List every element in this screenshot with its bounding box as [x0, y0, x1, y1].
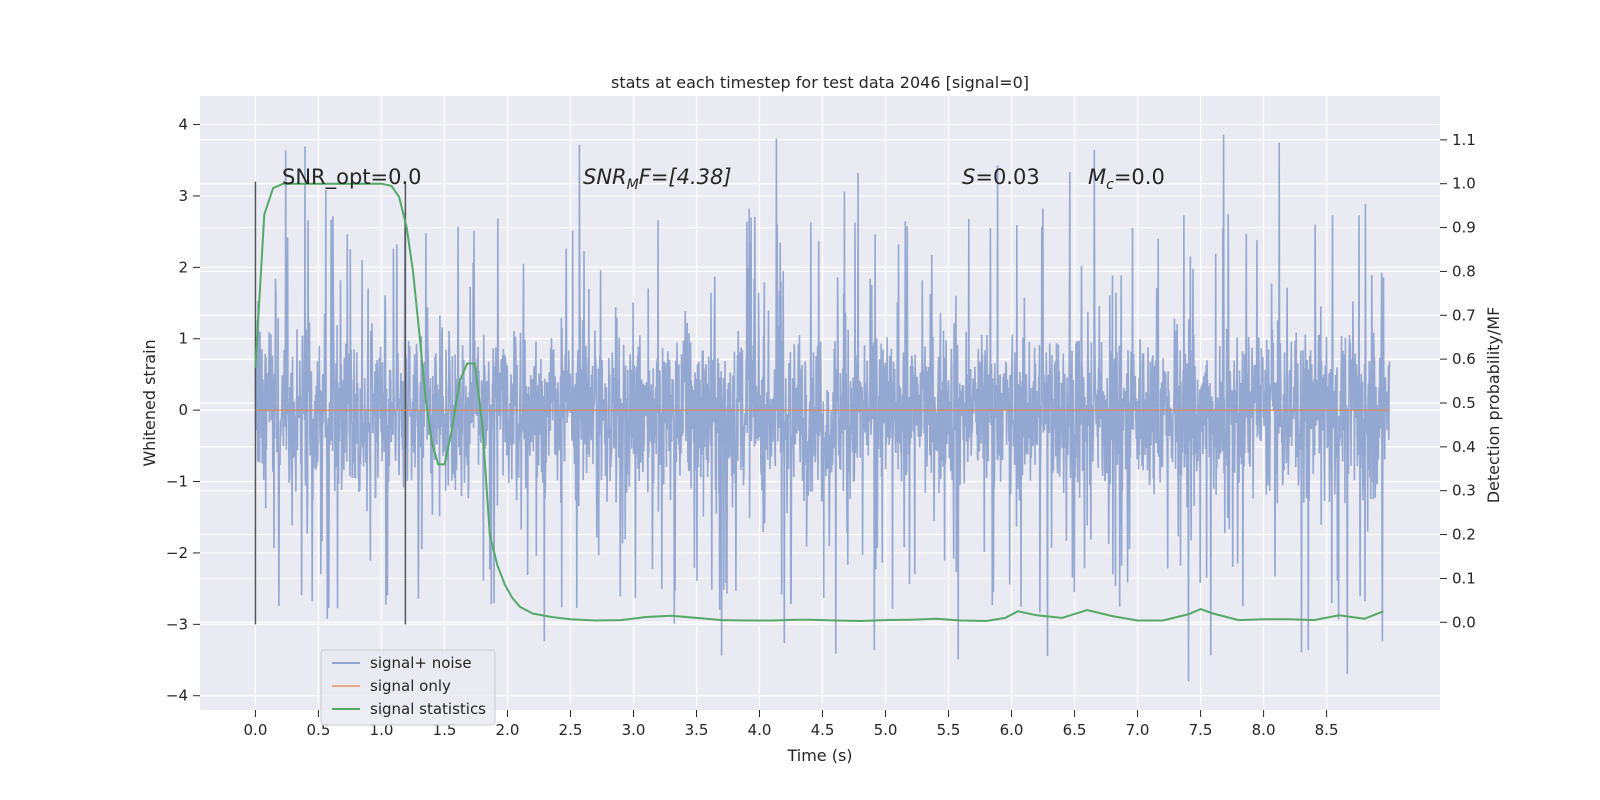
y2-tick-label: 0.9: [1452, 219, 1476, 237]
y-axis-label: Whitened strain: [140, 339, 159, 466]
annotation-s: S=0.03: [962, 165, 1040, 189]
signal-noise-line: [254, 134, 1391, 682]
x-tick-label: 7.5: [1189, 721, 1213, 739]
y-tick-label: 1: [178, 330, 188, 348]
y2-tick-label: 0.0: [1452, 613, 1476, 631]
y2-tick-label: 0.3: [1452, 482, 1476, 500]
signal-statistics-series: [254, 182, 1384, 623]
left-y-ticks: 4 3 2 1 0 −1 −2 −3 −4: [166, 116, 200, 705]
annotation-snr-mf-value: F=[4.38]: [639, 165, 732, 189]
legend: signal+ noise signal only signal statist…: [320, 649, 496, 726]
y2-tick-label: 0.1: [1452, 569, 1476, 587]
y2-tick-label: 0.8: [1452, 262, 1476, 280]
x-tick-label: 8.5: [1315, 721, 1339, 739]
x-ticks: 0.0 0.5 1.0 1.5 2.0 2.5 3.0 3.5 4.0 4.5 5.0 5.5 6.0 6…: [244, 710, 1339, 739]
legend-label-signal-only: signal only: [370, 677, 451, 695]
annotation-mc-subscript: c: [1106, 177, 1114, 193]
x-axis-label: Time (s): [786, 746, 852, 765]
y2-axis-label: Detection probability/MF: [1484, 307, 1503, 504]
annotation-s-value: =0.03: [975, 165, 1039, 189]
y-tick-label: 3: [178, 187, 188, 205]
x-tick-label: 6.0: [1000, 721, 1024, 739]
y2-tick-label: 1.1: [1452, 131, 1476, 149]
signal-noise-series: [254, 134, 1391, 682]
chart-title: stats at each timestep for test data 204…: [611, 73, 1029, 92]
x-tick-label: 3.5: [685, 721, 709, 739]
x-tick-label: 6.5: [1063, 721, 1087, 739]
legend-box: [320, 649, 496, 726]
y-tick-label: −2: [166, 544, 188, 562]
y2-tick-label: 0.4: [1452, 438, 1476, 456]
x-tick-label: 4.0: [748, 721, 772, 739]
annotation-mc: Mc=0.0: [1088, 165, 1165, 193]
annotation-snr-mf: SNRMF=[4.38]: [583, 165, 732, 193]
x-tick-label: 2.5: [559, 721, 583, 739]
y-tick-label: 0: [178, 401, 188, 419]
y2-tick-label: 1.0: [1452, 175, 1476, 193]
annotation-snr-opt: SNR_opt=0.0: [282, 165, 422, 190]
annotation-snr-mf-symbol: SNR: [583, 165, 627, 189]
legend-label-signal-statistics: signal statistics: [370, 700, 486, 718]
y-tick-label: −1: [166, 473, 188, 491]
x-tick-label: 2.0: [496, 721, 520, 739]
y-tick-label: 4: [178, 116, 188, 134]
y-tick-label: 2: [178, 258, 188, 276]
right-y-ticks: 1.1 1.0 0.9 0.8 0.7 0.6 0.5 0.4 0.3 0.2 0.1 0.0: [1440, 131, 1476, 631]
annotation-mc-symbol: M: [1088, 165, 1106, 189]
x-tick-label: 8.0: [1252, 721, 1276, 739]
y2-tick-label: 0.5: [1452, 394, 1476, 412]
x-tick-label: 7.0: [1126, 721, 1150, 739]
y2-tick-label: 0.6: [1452, 350, 1476, 368]
y2-tick-label: 0.2: [1452, 526, 1476, 544]
x-tick-label: 5.5: [937, 721, 961, 739]
y-tick-label: −4: [166, 687, 188, 705]
x-tick-label: 5.0: [874, 721, 898, 739]
annotation-snr-mf-subscript: M: [627, 177, 639, 193]
y2-tick-label: 0.7: [1452, 306, 1476, 324]
legend-label-signal-noise: signal+ noise: [370, 654, 472, 672]
window-markers: [254, 181, 407, 625]
signal-statistics-line: [254, 182, 1384, 623]
x-tick-label: 3.0: [622, 721, 646, 739]
annotation-s-symbol: S: [962, 165, 975, 189]
y-tick-label: −3: [166, 615, 188, 633]
x-tick-label: 0.0: [244, 721, 268, 739]
x-tick-label: 4.5: [811, 721, 835, 739]
annotation-mc-value: =0.0: [1114, 165, 1165, 189]
